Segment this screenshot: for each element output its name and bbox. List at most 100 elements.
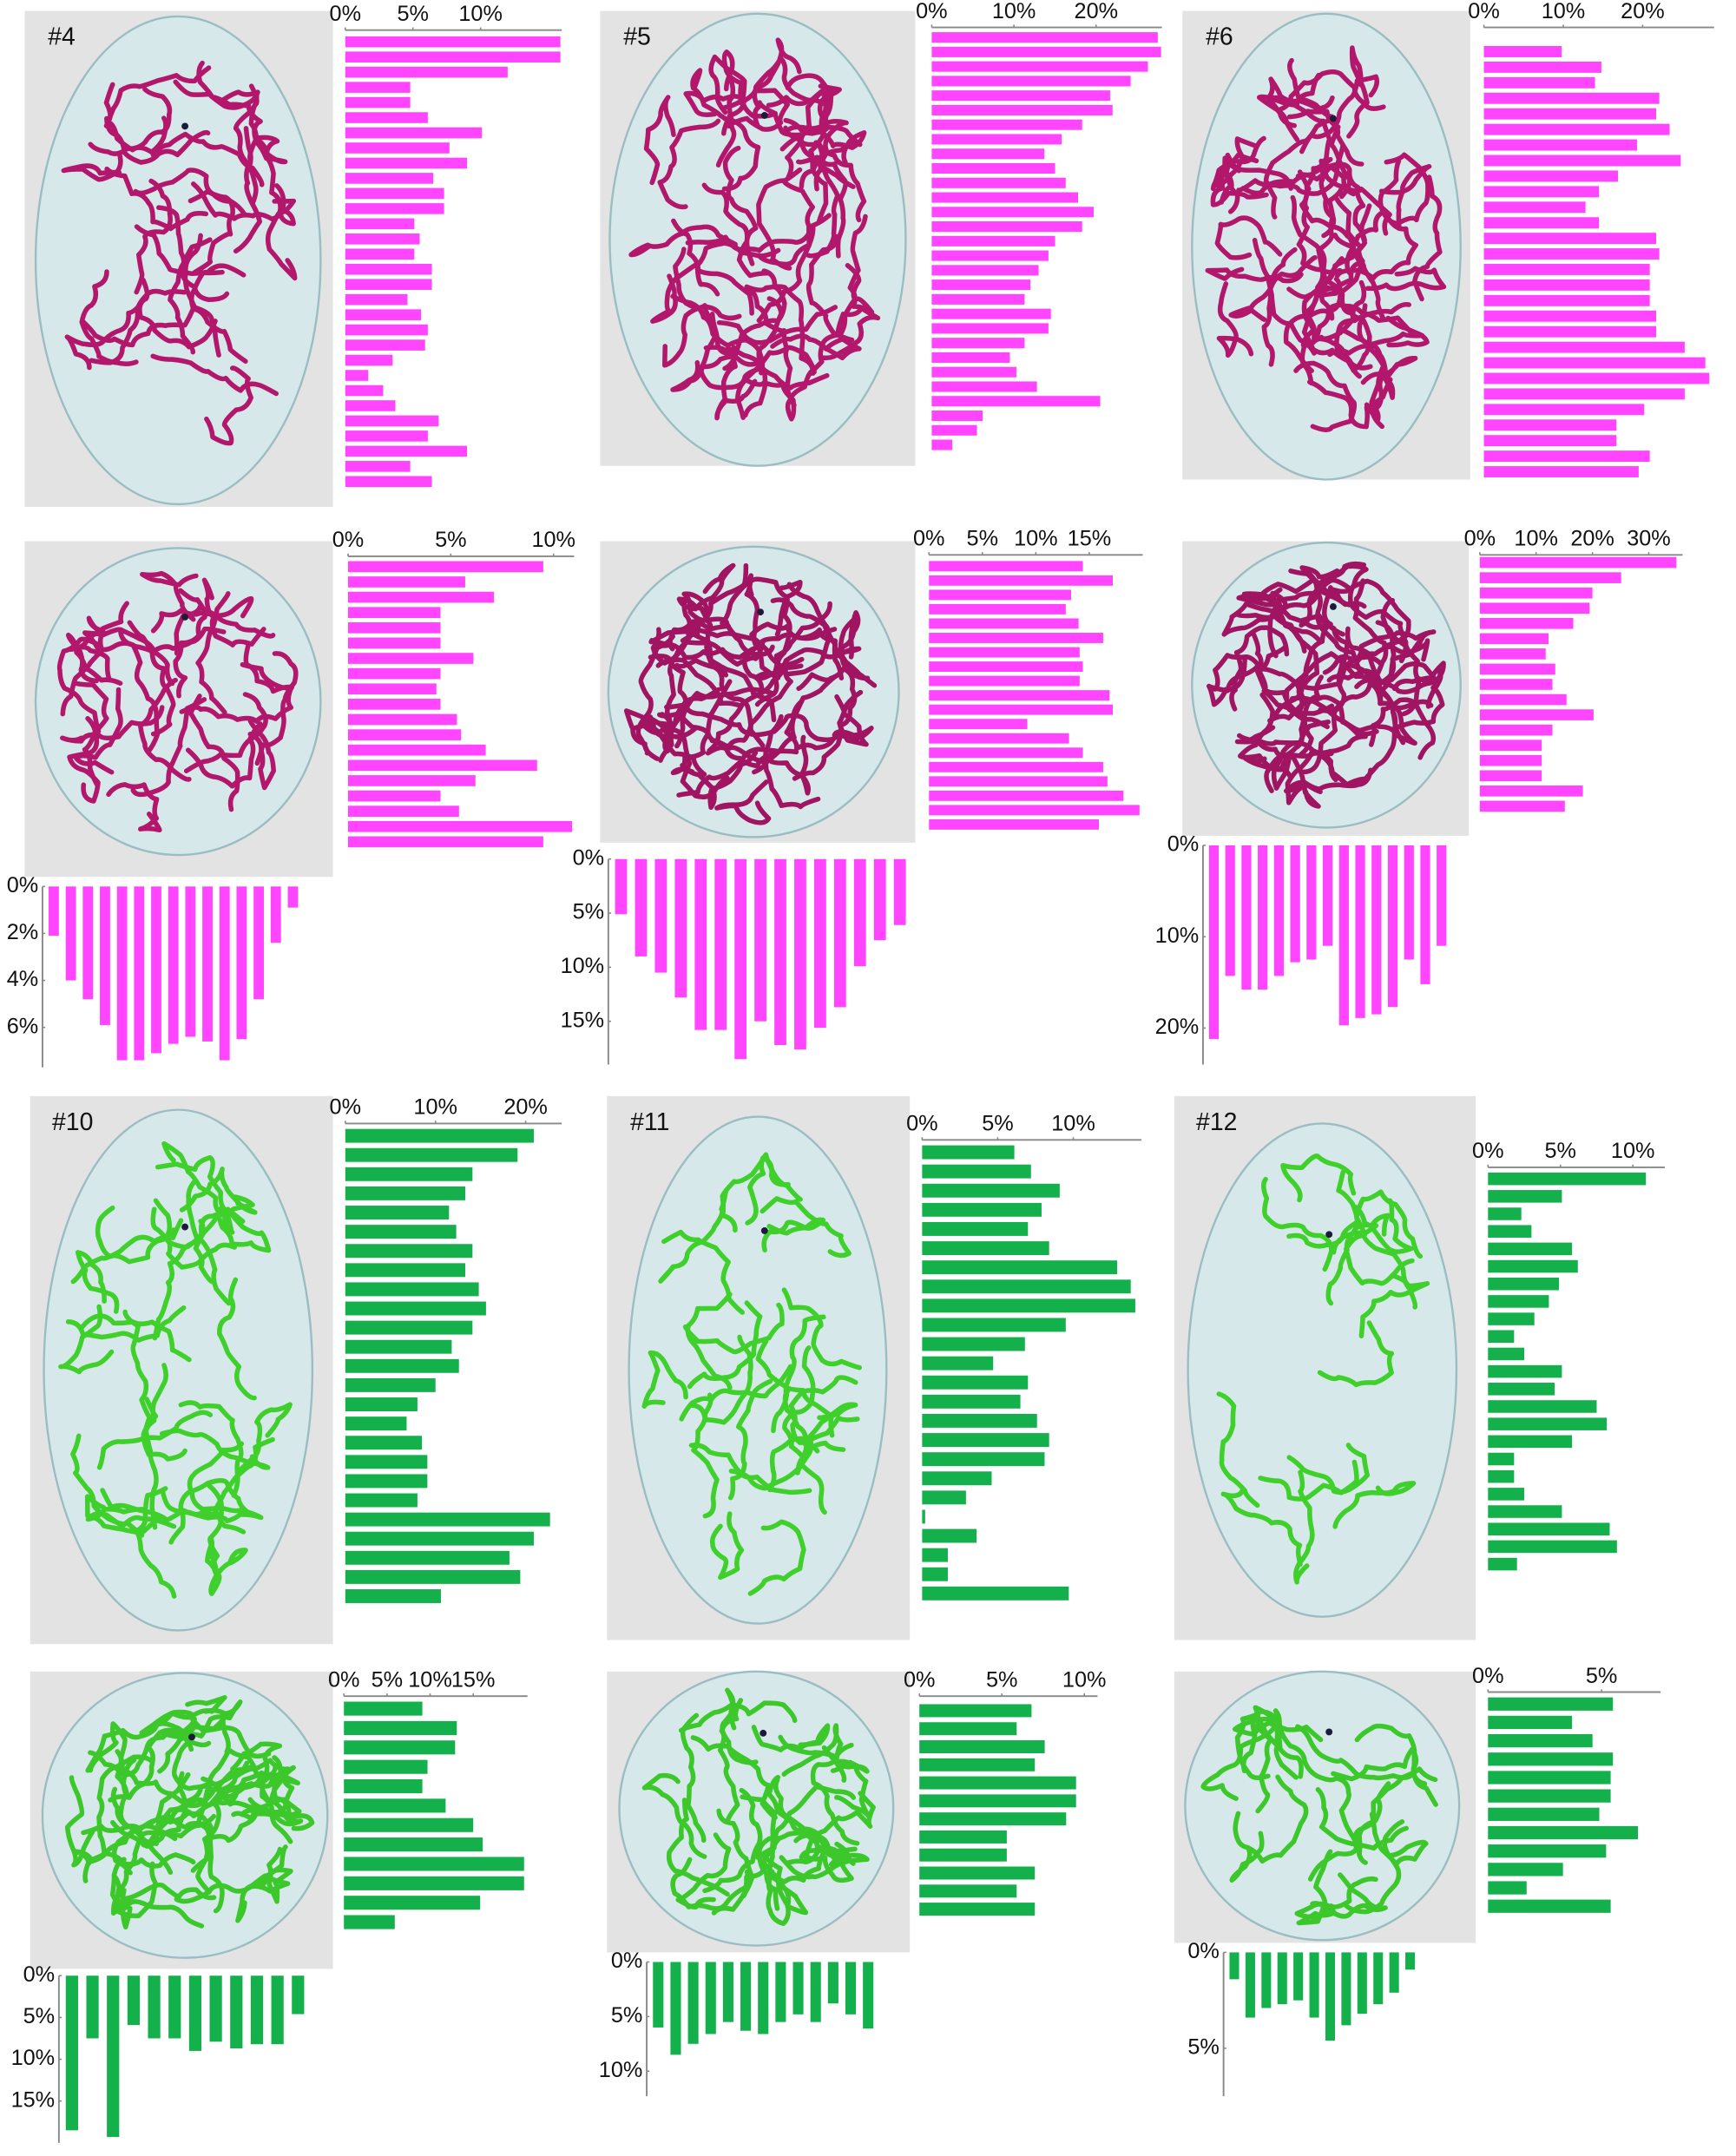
filament [657, 118, 721, 210]
bar [931, 352, 1010, 363]
filament [205, 1540, 248, 1596]
filament [67, 716, 101, 804]
nucleus-outline [43, 1108, 314, 1632]
bar [230, 1975, 243, 2049]
bar [345, 203, 444, 214]
bar [1293, 1952, 1304, 2001]
filament [786, 713, 874, 743]
filament [141, 1363, 187, 1462]
bar [345, 187, 444, 200]
x-tick-label: 20% [503, 1095, 548, 1120]
bar [65, 886, 76, 981]
bar [931, 148, 1045, 160]
bar [1371, 845, 1382, 1015]
bar [931, 104, 1113, 115]
bar-chart: #10 0% 10% 20% [52, 1095, 562, 1603]
filament [168, 1477, 253, 1545]
bar [931, 366, 1016, 378]
filament [1295, 1724, 1415, 1781]
bar [1488, 1752, 1614, 1766]
filament [69, 601, 129, 680]
filament [1412, 174, 1443, 302]
filament [190, 181, 286, 222]
marker-dot [1325, 1231, 1333, 1239]
bar [922, 1375, 1029, 1390]
filament [650, 627, 742, 708]
bar [345, 354, 393, 366]
bar [929, 776, 1108, 787]
bar [758, 1962, 769, 2034]
filament [168, 1811, 225, 1914]
filament [641, 1772, 707, 1859]
bar [345, 1417, 407, 1431]
bar [1488, 1400, 1597, 1413]
filament [741, 627, 838, 693]
filament [56, 636, 102, 734]
y-tick-label: 15% [561, 1008, 605, 1032]
filament [685, 227, 813, 253]
bar [922, 1452, 1045, 1467]
bar [1355, 845, 1365, 1018]
filament [648, 562, 749, 645]
filament [784, 674, 838, 752]
filament [231, 1797, 302, 1822]
filament [255, 135, 296, 227]
marker-dot [181, 614, 189, 621]
bar [107, 1975, 120, 2138]
bar [347, 744, 486, 756]
bar [929, 561, 1083, 572]
bar [347, 591, 495, 603]
bar [922, 1586, 1069, 1601]
filament [106, 782, 162, 833]
bar [347, 561, 543, 573]
panel-label: #10 [52, 1108, 93, 1136]
filament [115, 1834, 144, 1929]
bar [1483, 419, 1617, 431]
filament [1315, 1786, 1409, 1851]
bar [929, 690, 1110, 701]
filament [770, 333, 862, 361]
y-tick-label: 2% [7, 920, 39, 944]
panel-label: #12 [1196, 1108, 1237, 1136]
filament [767, 1416, 860, 1493]
filament [771, 1314, 826, 1434]
bar [134, 886, 145, 1061]
rendering [607, 1670, 911, 1953]
bar [929, 719, 1028, 730]
bar [1488, 1172, 1647, 1186]
bar [1241, 845, 1252, 990]
filament [691, 1392, 720, 1519]
filament [690, 68, 737, 168]
filament [139, 1694, 227, 1736]
bar-chart: 0% 5% 10% 15% [11, 1962, 305, 2143]
filament [1268, 95, 1346, 189]
bar [734, 858, 747, 1060]
filament [1375, 620, 1406, 746]
filament [1321, 183, 1392, 239]
bar [209, 1975, 222, 2042]
filament [1214, 215, 1283, 260]
y-tick-label: 20% [1155, 1015, 1200, 1039]
bar [931, 32, 1158, 43]
bar [931, 134, 1062, 145]
filament [187, 188, 235, 275]
bar [1483, 108, 1656, 120]
filament [656, 711, 775, 769]
filament [61, 150, 123, 182]
bar [1309, 1952, 1319, 2018]
filament [60, 705, 165, 744]
x-tick-label: 10% [408, 1668, 452, 1693]
filament [666, 1798, 730, 1897]
bar [86, 1975, 99, 2039]
bar [1357, 1952, 1367, 2015]
bar [1488, 1259, 1578, 1273]
x-tick-label: 0% [1464, 527, 1496, 551]
bar [919, 1848, 1007, 1862]
bar [1483, 404, 1645, 416]
x-tick-label: 10% [1062, 1668, 1107, 1693]
marker-dot [188, 1733, 195, 1741]
filament [195, 1788, 240, 1895]
bar [922, 1241, 1049, 1256]
bar [1479, 754, 1542, 766]
